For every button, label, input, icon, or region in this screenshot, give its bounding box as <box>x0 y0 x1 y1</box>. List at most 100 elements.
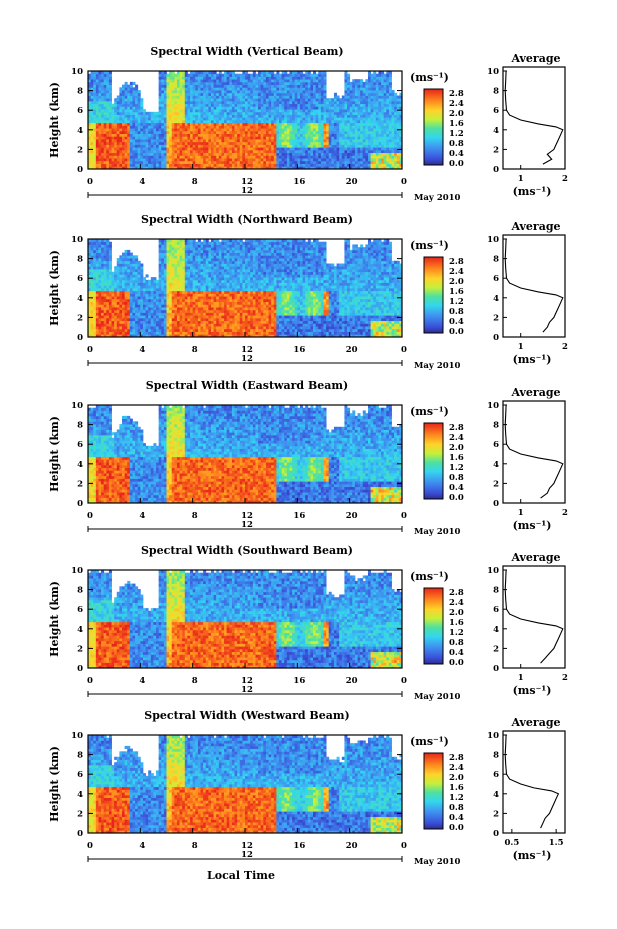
heatmap-cell <box>161 106 165 110</box>
heatmap-cell <box>88 268 92 273</box>
heatmap-cell <box>250 155 254 159</box>
heatmap-cell <box>169 128 173 132</box>
heatmap-cell <box>132 117 136 121</box>
heatmap-cell <box>297 144 301 148</box>
heatmap-cell <box>119 290 123 294</box>
heatmap-cell <box>399 152 403 156</box>
heatmap-cell <box>190 71 194 75</box>
heatmap-cell <box>122 120 126 124</box>
heatmap-cell <box>352 95 356 99</box>
heatmap-cell <box>88 282 92 286</box>
heatmap-cell <box>103 288 107 292</box>
heatmap-cell <box>158 298 162 303</box>
heatmap-cell <box>224 128 228 132</box>
heatmap-cell <box>184 160 188 164</box>
heatmap-cell <box>129 139 133 143</box>
heatmap-cell <box>156 144 160 148</box>
heatmap-cell <box>318 103 322 107</box>
heatmap-cell <box>265 90 269 94</box>
heatmap-cell <box>166 326 170 330</box>
heatmap-cell <box>391 125 395 129</box>
heatmap-cell <box>224 84 228 88</box>
heatmap-cell <box>140 326 144 330</box>
heatmap-cell <box>221 120 225 124</box>
heatmap-cell <box>127 163 131 167</box>
heatmap-cell <box>218 98 222 102</box>
heatmap-cell <box>239 114 243 118</box>
heatmap-cell <box>276 155 280 159</box>
heatmap-cell <box>310 76 314 80</box>
heatmap-cell <box>182 76 186 80</box>
heatmap-cell <box>103 141 107 145</box>
heatmap-cell <box>218 122 222 126</box>
heatmap-cell <box>137 98 141 102</box>
heatmap-cell <box>166 152 170 156</box>
heatmap-cell <box>318 125 322 129</box>
heatmap-cell <box>333 141 337 145</box>
heatmap-cell <box>169 152 173 156</box>
heatmap-cell <box>323 76 327 80</box>
heatmap-cell <box>242 84 246 88</box>
heatmap-cell <box>163 90 167 94</box>
heatmap-cell <box>111 160 115 164</box>
heatmap-cell <box>108 268 112 273</box>
heatmap-cell <box>284 92 288 96</box>
heatmap-cell <box>103 166 107 170</box>
heatmap-cell <box>229 114 233 118</box>
heatmap-cell <box>365 128 369 132</box>
heatmap-cell <box>101 263 105 267</box>
heatmap-cell <box>176 125 180 129</box>
heatmap-cell <box>163 260 167 264</box>
heatmap-cell <box>252 92 256 96</box>
heatmap-cell <box>106 73 110 77</box>
heatmap-cell <box>116 268 120 273</box>
heatmap-cell <box>174 117 178 121</box>
heatmap-cell <box>292 133 296 137</box>
heatmap-cell <box>307 141 311 145</box>
heatmap-cell <box>302 144 306 148</box>
heatmap-cell <box>98 274 102 278</box>
heatmap-cell <box>297 84 301 88</box>
heatmap-cell <box>328 160 332 164</box>
heatmap-cell <box>176 106 180 110</box>
heatmap-cell <box>140 155 144 159</box>
heatmap-cell <box>239 98 243 102</box>
heatmap-cell <box>156 149 160 154</box>
heatmap-cell <box>331 114 335 118</box>
heatmap-cell <box>281 147 285 151</box>
heatmap-cell <box>184 125 188 129</box>
heatmap-cell <box>399 139 403 143</box>
heatmap-cell <box>341 166 345 170</box>
heatmap-cell <box>210 120 214 124</box>
heatmap-cell <box>153 120 157 124</box>
heatmap-cell <box>203 111 207 115</box>
heatmap-cell <box>195 130 199 135</box>
heatmap-cell <box>140 285 144 289</box>
heatmap-cell <box>221 92 225 96</box>
heatmap-cell <box>169 109 173 113</box>
heatmap-cell <box>158 98 162 102</box>
heatmap-cell <box>182 149 186 154</box>
heatmap-cell <box>297 122 301 126</box>
heatmap-cell <box>331 106 335 110</box>
heatmap-cell <box>95 334 99 338</box>
heatmap-cell <box>391 100 395 105</box>
heatmap-cell <box>108 125 112 129</box>
heatmap-cell <box>339 106 343 110</box>
heatmap-cell <box>135 263 139 267</box>
heatmap-cell <box>129 323 133 327</box>
heatmap-cell <box>354 163 358 167</box>
heatmap-cell <box>114 163 118 167</box>
heatmap-cell <box>318 111 322 115</box>
heatmap-cell <box>106 128 110 132</box>
heatmap-cell <box>205 141 209 145</box>
heatmap-cell <box>106 166 110 170</box>
heatmap-cell <box>108 130 112 135</box>
heatmap-cell <box>388 147 392 151</box>
heatmap-cell <box>148 152 152 156</box>
heatmap-cell <box>119 301 123 305</box>
heatmap-cell <box>276 141 280 145</box>
heatmap-cell <box>229 133 233 137</box>
heatmap-cell <box>250 76 254 80</box>
heatmap-cell <box>124 298 128 303</box>
